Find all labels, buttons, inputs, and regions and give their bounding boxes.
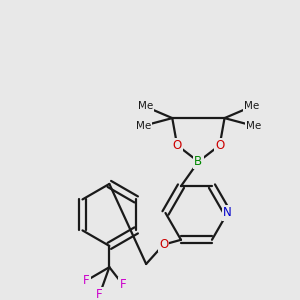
Text: F: F: [120, 278, 126, 291]
Text: Me: Me: [136, 121, 151, 131]
Text: F: F: [96, 288, 103, 300]
Text: O: O: [172, 139, 182, 152]
Text: Me: Me: [246, 121, 261, 131]
Text: O: O: [159, 238, 168, 251]
Text: B: B: [194, 155, 202, 168]
Text: Me: Me: [137, 101, 153, 112]
Text: F: F: [83, 274, 89, 287]
Text: Me: Me: [244, 101, 259, 112]
Text: N: N: [223, 206, 232, 220]
Text: O: O: [215, 139, 224, 152]
